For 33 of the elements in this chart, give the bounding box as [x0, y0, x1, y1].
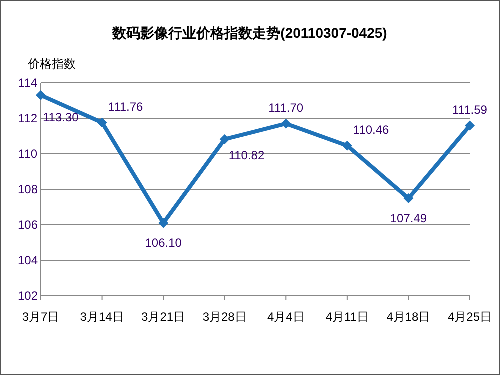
data-label: 111.76 — [108, 100, 144, 114]
point — [97, 118, 108, 128]
point — [220, 134, 230, 144]
x-tick-label: 4月11日 — [326, 310, 369, 324]
x-tick-label: 3月7日 — [22, 310, 60, 324]
point — [404, 194, 414, 204]
chart-title: 数码影像行业价格指数走势(20110307-0425) — [112, 25, 388, 41]
y-tick-label: 104 — [18, 254, 38, 268]
y-tick-label: 110 — [18, 147, 38, 161]
x-tick-label: 3月14日 — [80, 310, 124, 324]
point — [158, 218, 169, 228]
x-tick-label: 4月4日 — [267, 310, 305, 324]
y-tick-label: 106 — [18, 218, 38, 232]
point — [342, 140, 352, 151]
x-tick-label: 3月21日 — [142, 310, 186, 324]
data-label: 113.30 — [43, 110, 80, 124]
data-label: 107.49 — [390, 212, 428, 226]
point — [281, 118, 292, 129]
y-axis-title: 价格指数 — [27, 57, 76, 71]
data-label: 110.46 — [353, 122, 390, 137]
x-tick-label: 4月18日 — [386, 310, 431, 324]
y-tick-label: 112 — [18, 112, 38, 126]
data-label: 110.82 — [228, 148, 265, 162]
y-tick-label: 102 — [18, 289, 38, 303]
point — [36, 90, 46, 100]
point — [465, 120, 475, 131]
y-tick-label: 108 — [18, 182, 38, 196]
data-label: 111.59 — [452, 102, 488, 117]
data-label: 111.70 — [268, 100, 304, 115]
x-tick-label: 4月25日 — [448, 310, 492, 324]
y-tick-label: 114 — [18, 76, 38, 90]
data-label: 106.10 — [145, 236, 182, 250]
x-tick-label: 3月28日 — [202, 310, 247, 324]
